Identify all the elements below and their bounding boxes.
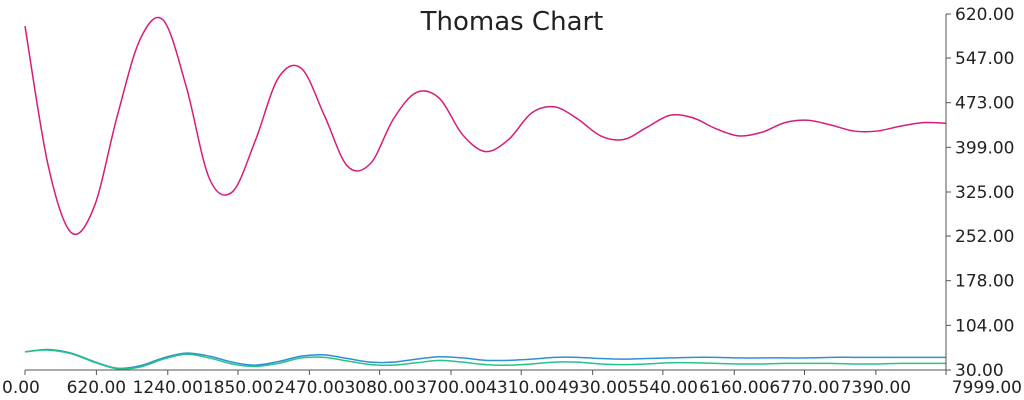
x-tick-label: 4310.00 (486, 378, 556, 398)
x-tick-label: 4930.00 (557, 378, 627, 398)
y-tick-label: 325.00 (955, 183, 1014, 203)
x-tick-label: 3080.00 (344, 378, 414, 398)
axis-layer: 0.00 620.00 1240.00 1850.00 2470.00 3080.00 37… (2, 5, 1022, 398)
x-tick-label: 7390.00 (841, 378, 911, 398)
x-tick-label: 6770.00 (769, 378, 839, 398)
series-line-1 (24, 16, 947, 235)
x-tick-label: 7999.00 (952, 378, 1022, 398)
y-tick-label: 399.00 (955, 138, 1014, 158)
chart-title: Thomas Chart (420, 7, 604, 37)
x-tick-label: 1240.00 (133, 378, 203, 398)
series-line-2 (24, 348, 946, 370)
y-tick-label: 30.00 (955, 361, 1004, 381)
x-tick-label: 0.00 (2, 378, 40, 398)
x-tick-label: 1850.00 (203, 378, 273, 398)
series-line-3 (24, 349, 946, 370)
y-tick-label: 104.00 (955, 316, 1014, 336)
y-tick-label: 178.00 (955, 272, 1014, 292)
y-tick-label: 547.00 (955, 49, 1014, 69)
x-tick-label: 5540.00 (628, 378, 698, 398)
x-tick-label: 2470.00 (274, 378, 344, 398)
x-tick-label: 620.00 (67, 378, 126, 398)
x-tick-label: 6160.00 (699, 378, 769, 398)
y-tick-label: 473.00 (955, 94, 1014, 114)
y-tick-label: 620.00 (955, 5, 1014, 25)
y-tick-label: 252.00 (955, 227, 1014, 247)
x-tick-label: 3700.00 (416, 378, 486, 398)
series-layer (24, 16, 947, 370)
